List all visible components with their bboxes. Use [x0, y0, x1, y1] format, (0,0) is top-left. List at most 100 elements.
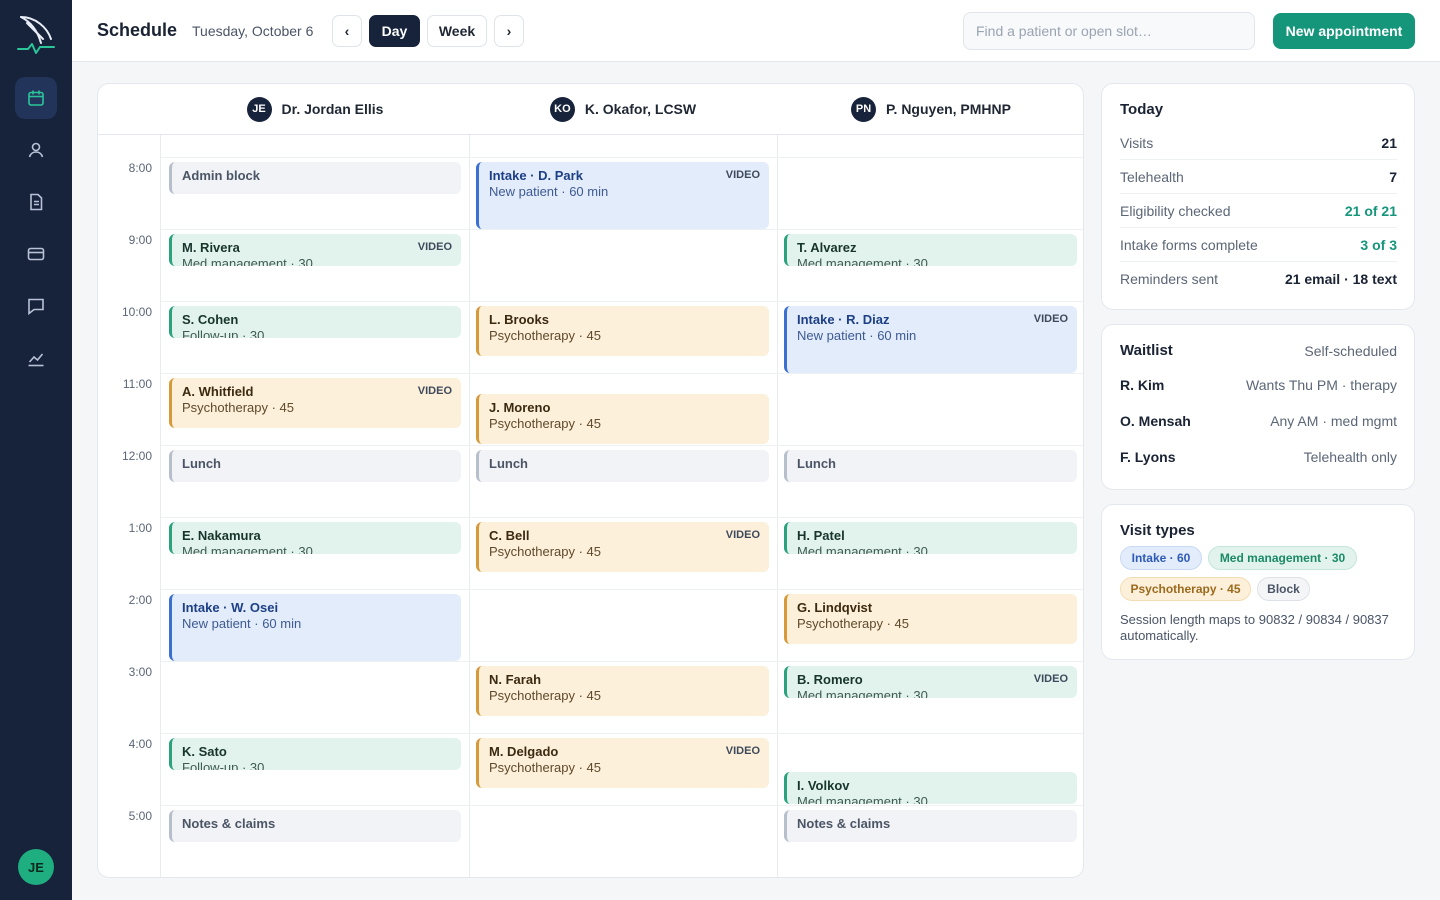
video-badge: VIDEO: [725, 169, 760, 181]
top-bar: Schedule Tuesday, October 6 ‹ Day Week ›…: [72, 0, 1440, 62]
sidebar-item-messages[interactable]: [15, 285, 57, 327]
hour-line: [161, 373, 1083, 374]
appointment-card[interactable]: M. Rivera Med management · 30 VIDEO: [169, 234, 461, 266]
appointment-card[interactable]: C. Bell Psychotherapy · 45 VIDEO: [476, 522, 769, 572]
block-event[interactable]: Notes & claims: [784, 810, 1077, 842]
patient-name: C. Bell: [489, 528, 530, 543]
visit-types-card: Visit types Intake · 60 Med management ·…: [1101, 504, 1415, 660]
block-event[interactable]: Lunch: [784, 450, 1077, 482]
waitlist-item[interactable]: F. Lyons Telehealth only: [1120, 449, 1397, 465]
summary-value: 21: [1381, 135, 1397, 151]
waitlist-patient-name: F. Lyons: [1120, 449, 1176, 465]
appointment-card[interactable]: A. Whitfield Psychotherapy · 45 VIDEO: [169, 378, 461, 428]
visit-detail: Med management · 30: [797, 794, 928, 804]
sidebar-item-patients[interactable]: [15, 129, 57, 171]
visit-detail: Psychotherapy · 45: [489, 760, 602, 775]
video-badge: VIDEO: [417, 241, 452, 253]
event-title: Admin block: [182, 168, 261, 183]
patient-name: T. Alvarez: [797, 240, 857, 255]
patient-name: K. Sato: [182, 744, 227, 759]
time-label: 4:00: [128, 737, 152, 751]
hour-line: [161, 589, 1083, 590]
visit-detail: Med management · 30: [182, 256, 313, 266]
event-title: Lunch: [489, 456, 528, 471]
provider-column-header: JE Dr. Jordan Ellis: [161, 84, 469, 134]
appointment-card[interactable]: Intake · D. Park New patient · 60 min VI…: [476, 162, 769, 229]
provider-avatar: JE: [246, 96, 272, 122]
provider-column-header: KO K. Okafor, LCSW: [469, 84, 777, 134]
summary-row: Reminders sent 21 email · 18 text: [1120, 271, 1397, 287]
appointment-card[interactable]: S. Cohen Follow-up · 30: [169, 306, 461, 338]
summary-row: Telehealth 7: [1120, 169, 1397, 185]
block-event[interactable]: Lunch: [476, 450, 769, 482]
appointment-card[interactable]: L. Brooks Psychotherapy · 45: [476, 306, 769, 356]
sidebar-item-billing[interactable]: [15, 233, 57, 275]
user-icon: [28, 142, 44, 158]
block-event[interactable]: Lunch: [169, 450, 461, 482]
summary-label: Intake forms complete: [1120, 237, 1258, 253]
visit-detail: Psychotherapy · 45: [797, 616, 910, 631]
appointment-card[interactable]: B. Romero Med management · 30 VIDEO: [784, 666, 1077, 698]
appointment-card[interactable]: H. Patel Med management · 30: [784, 522, 1077, 554]
event-title: Lunch: [182, 456, 221, 471]
hour-line: [161, 805, 1083, 806]
visit-type-chip[interactable]: Intake · 60: [1120, 546, 1202, 570]
provider-name: P. Nguyen, PMHNP: [886, 101, 1011, 117]
day-view-button[interactable]: Day: [369, 15, 420, 47]
visit-detail: Follow-up · 30: [182, 760, 265, 770]
time-label: 12:00: [121, 449, 152, 463]
appointment-card[interactable]: Intake · R. Diaz New patient · 60 min VI…: [784, 306, 1077, 373]
visit-detail: Follow-up · 30: [182, 328, 265, 338]
sidebar-item-notes[interactable]: [15, 181, 57, 223]
sidebar-item-reports[interactable]: [15, 337, 57, 379]
hour-line: [161, 661, 1083, 662]
appointment-card[interactable]: J. Moreno Psychotherapy · 45: [476, 394, 769, 444]
search-input[interactable]: [963, 12, 1255, 50]
waitlist-subtitle: Self-scheduled: [1304, 343, 1397, 359]
waitlist-item[interactable]: O. Mensah Any AM · med mgmt: [1120, 413, 1397, 429]
block-event[interactable]: Notes & claims: [169, 810, 461, 842]
waitlist-patient-name: O. Mensah: [1120, 413, 1191, 429]
appointment-card[interactable]: E. Nakamura Med management · 30: [169, 522, 461, 554]
prev-day-button[interactable]: ‹: [332, 15, 362, 47]
appointment-card[interactable]: M. Delgado Psychotherapy · 45 VIDEO: [476, 738, 769, 788]
appointment-card[interactable]: K. Sato Follow-up · 30: [169, 738, 461, 770]
patient-name: L. Brooks: [489, 312, 549, 327]
block-event[interactable]: Admin block: [169, 162, 461, 194]
appointment-card[interactable]: G. Lindqvist Psychotherapy · 45: [784, 594, 1077, 644]
time-label: 2:00: [128, 593, 152, 607]
summary-value: 21 email · 18 text: [1284, 271, 1397, 287]
time-label: 5:00: [128, 809, 152, 823]
visit-detail: Psychotherapy · 45: [489, 328, 602, 343]
user-avatar[interactable]: JE: [18, 849, 54, 885]
column-divider: [777, 135, 778, 877]
patient-name: E. Nakamura: [182, 528, 261, 543]
visit-type-chip[interactable]: Med management · 30: [1208, 546, 1357, 570]
time-label: 3:00: [128, 665, 152, 679]
next-day-button[interactable]: ›: [494, 15, 524, 47]
new-appointment-button[interactable]: New appointment: [1273, 13, 1415, 49]
event-title: Notes & claims: [182, 816, 276, 831]
schedule-grid: JE Dr. Jordan Ellis KO K. Okafor, LCSW P…: [97, 83, 1084, 878]
page-title: Schedule: [97, 20, 178, 40]
week-view-button[interactable]: Week: [427, 15, 487, 47]
summary-value: 21 of 21: [1344, 203, 1397, 219]
visit-types-title: Visit types: [1120, 522, 1195, 539]
appointment-card[interactable]: T. Alvarez Med management · 30: [784, 234, 1077, 266]
chat-icon: [28, 298, 44, 316]
appointment-card[interactable]: Intake · W. Osei New patient · 60 min: [169, 594, 461, 661]
feather-pulse-logo[interactable]: [14, 12, 58, 56]
event-title: Notes & claims: [797, 816, 891, 831]
column-divider: [469, 135, 470, 877]
visit-type-chip[interactable]: Psychotherapy · 45: [1120, 577, 1251, 601]
waitlist-item[interactable]: R. Kim Wants Thu PM · therapy: [1120, 377, 1397, 393]
appointment-card[interactable]: I. Volkov Med management · 30: [784, 772, 1077, 804]
appointment-card[interactable]: N. Farah Psychotherapy · 45: [476, 666, 769, 716]
time-label: 11:00: [122, 377, 152, 391]
patient-name: B. Romero: [797, 672, 863, 687]
sidebar-item-calendar[interactable]: [15, 77, 57, 119]
visit-type-chip[interactable]: Block: [1257, 577, 1310, 601]
credit-card-icon: [27, 247, 45, 261]
summary-label: Eligibility checked: [1120, 203, 1231, 219]
current-date: Tuesday, October 6: [192, 23, 314, 39]
